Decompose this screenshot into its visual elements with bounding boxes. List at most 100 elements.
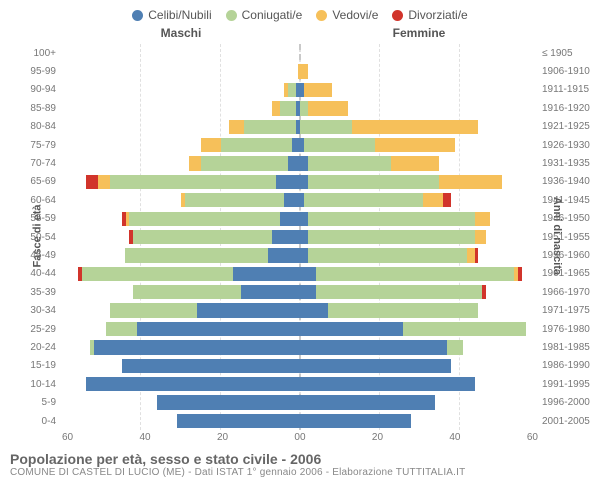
bar-segment [272, 230, 300, 244]
age-label: 15-19 [6, 360, 56, 371]
bar-segment [177, 414, 300, 428]
bar-segment [439, 175, 502, 189]
age-label: 70-74 [6, 158, 56, 169]
bar-male [62, 175, 300, 189]
bar-female [300, 46, 538, 60]
birth-year-label: ≤ 1905 [542, 48, 596, 59]
birth-year-label: 1926-1930 [542, 140, 596, 151]
bar-segment [284, 193, 300, 207]
bar-segment [129, 212, 280, 226]
birth-year-label: 1921-1925 [542, 121, 596, 132]
birth-year-label: 1991-1995 [542, 379, 596, 390]
bar-female [300, 414, 538, 428]
bar-segment [288, 156, 300, 170]
bar-segment [300, 212, 308, 226]
x-tick: 20 [217, 432, 228, 443]
bar-female [300, 377, 538, 391]
birth-year-label: 1946-1950 [542, 213, 596, 224]
age-label: 30-34 [6, 305, 56, 316]
bar-female [300, 120, 538, 134]
bar-segment [300, 175, 308, 189]
age-label: 75-79 [6, 140, 56, 151]
header-males: Maschi [62, 26, 300, 40]
age-row: 70-74 1931-1935 [62, 154, 538, 172]
age-row: 100+ ≤ 1905 [62, 44, 538, 62]
age-label: 95-99 [6, 66, 56, 77]
bar-segment [122, 359, 301, 373]
legend-label: Vedovi/e [332, 8, 378, 22]
bar-segment [300, 340, 447, 354]
x-tick: 0 [300, 432, 306, 443]
bar-male [62, 193, 300, 207]
x-tick: 40 [139, 432, 150, 443]
age-label: 100+ [6, 48, 56, 59]
age-label: 80-84 [6, 121, 56, 132]
birth-year-label: 1936-1940 [542, 176, 596, 187]
bar-segment [475, 248, 479, 262]
bar-segment [185, 193, 284, 207]
bar-segment [308, 212, 475, 226]
age-row: 45-49 1956-1960 [62, 246, 538, 264]
bar-segment [308, 175, 439, 189]
legend-swatch [226, 10, 237, 21]
age-label: 90-94 [6, 84, 56, 95]
bar-segment [280, 101, 296, 115]
bar-segment [82, 267, 233, 281]
bar-segment [189, 156, 201, 170]
bar-female [300, 230, 538, 244]
age-label: 10-14 [6, 379, 56, 390]
bar-segment [276, 175, 300, 189]
bar-segment [475, 230, 487, 244]
age-row: 0-4 2001-2005 [62, 412, 538, 430]
age-row: 30-34 1971-1975 [62, 301, 538, 319]
bar-male [62, 230, 300, 244]
bar-segment [137, 322, 300, 336]
bar-segment [304, 138, 375, 152]
birth-year-label: 1986-1990 [542, 360, 596, 371]
bar-male [62, 156, 300, 170]
bar-female [300, 101, 538, 115]
age-label: 65-69 [6, 176, 56, 187]
bar-female [300, 83, 538, 97]
bar-segment [244, 120, 296, 134]
bar-segment [110, 175, 277, 189]
age-label: 5-9 [6, 397, 56, 408]
age-label: 85-89 [6, 103, 56, 114]
bar-segment [300, 64, 308, 78]
bar-segment [288, 83, 296, 97]
bar-segment [221, 138, 292, 152]
bar-segment [86, 175, 98, 189]
bar-segment [300, 101, 308, 115]
x-tick: 60 [62, 432, 73, 443]
bar-segment [197, 303, 300, 317]
bar-female [300, 248, 538, 262]
bar-segment [467, 248, 475, 262]
bar-male [62, 248, 300, 262]
legend-label: Celibi/Nubili [148, 8, 211, 22]
bar-female [300, 285, 538, 299]
age-label: 25-29 [6, 324, 56, 335]
x-tick: 40 [449, 432, 460, 443]
pyramid-chart: 100+ ≤ 1905 95-99 1906-1910 90-94 1911-1… [0, 40, 600, 432]
birth-year-label: 1981-1985 [542, 342, 596, 353]
bar-male [62, 340, 300, 354]
bar-female [300, 175, 538, 189]
bar-male [62, 414, 300, 428]
bar-segment [300, 285, 316, 299]
bar-male [62, 322, 300, 336]
bar-segment [328, 303, 479, 317]
bar-segment [300, 414, 411, 428]
bar-male [62, 83, 300, 97]
legend-item: Coniugati/e [226, 8, 303, 22]
age-label: 55-59 [6, 213, 56, 224]
age-row: 25-29 1976-1980 [62, 320, 538, 338]
chart-subtitle: COMUNE DI CASTEL DI LUCIO (ME) - Dati IS… [10, 467, 590, 478]
bar-male [62, 64, 300, 78]
legend-item: Divorziati/e [392, 8, 467, 22]
legend-label: Coniugati/e [242, 8, 303, 22]
birth-year-label: 1956-1960 [542, 250, 596, 261]
bar-segment [300, 322, 403, 336]
bar-male [62, 303, 300, 317]
bar-female [300, 193, 538, 207]
bar-segment [308, 101, 348, 115]
